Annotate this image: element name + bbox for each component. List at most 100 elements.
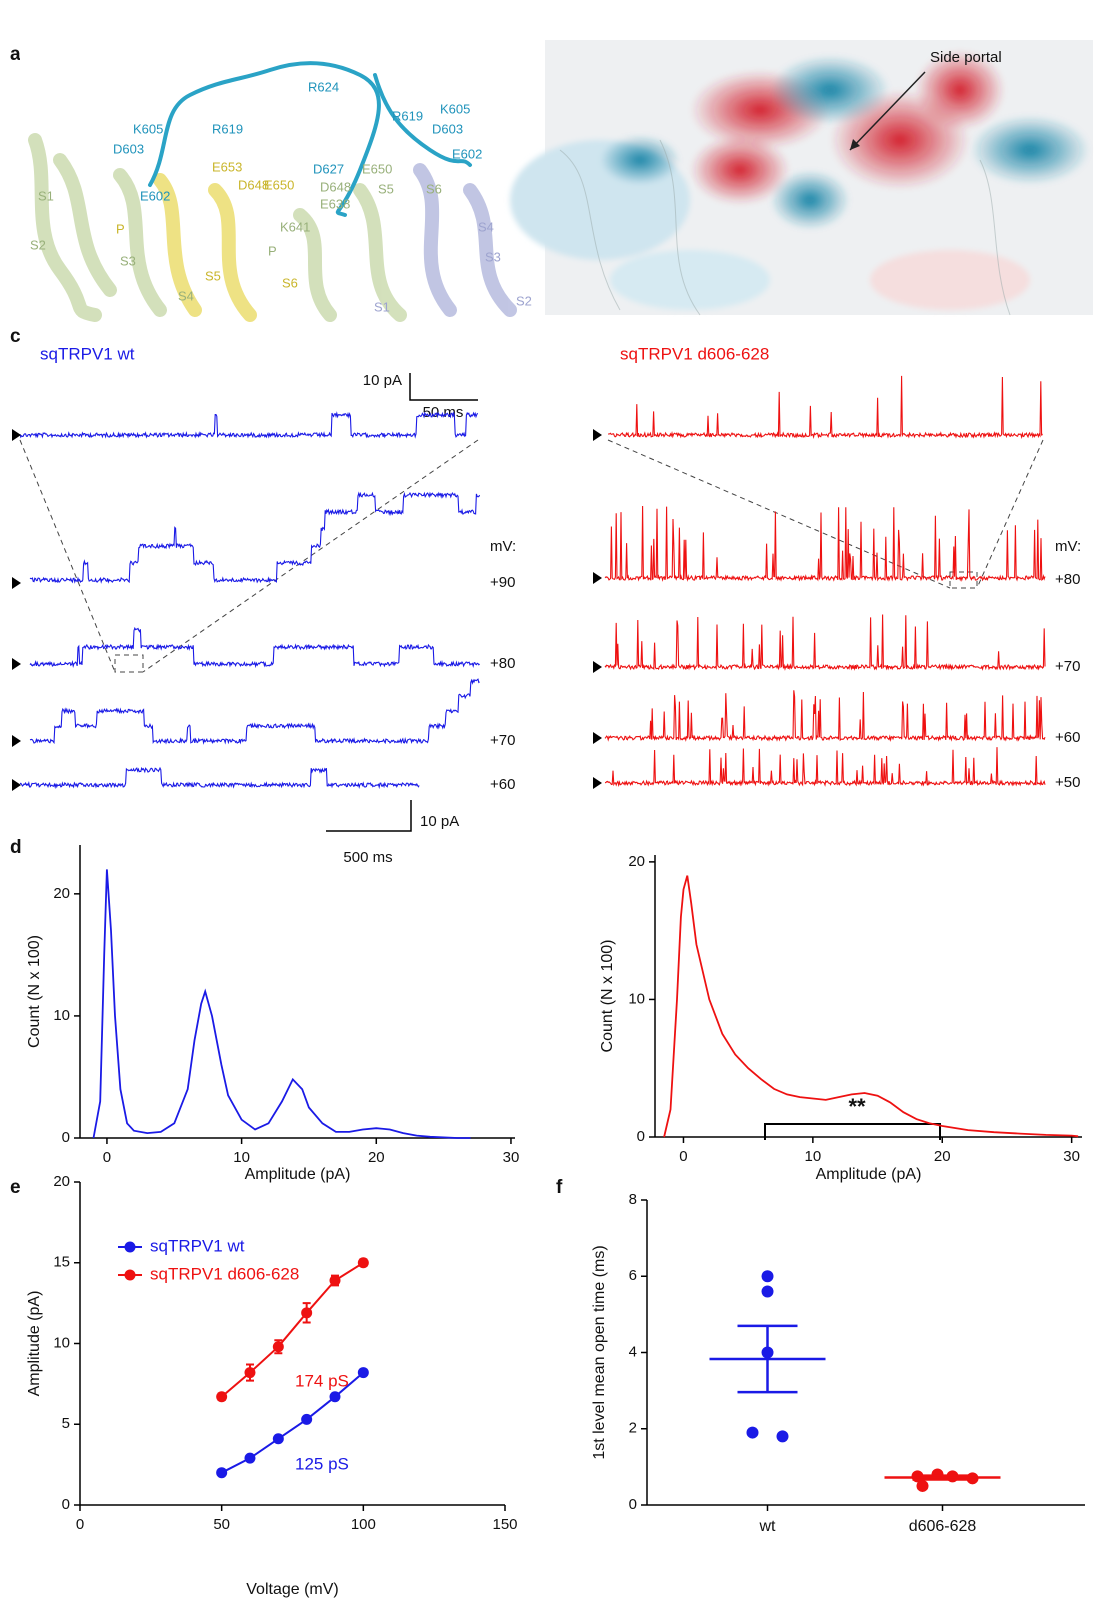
x-tick-label: 0: [103, 1149, 111, 1166]
structure-a: [20, 40, 535, 322]
residue-label: S2: [516, 293, 532, 308]
x-tick-label: 0: [76, 1516, 84, 1533]
y-tick-label: 8: [629, 1191, 637, 1208]
residue-label: S5: [205, 268, 221, 283]
x-tick-label: 20: [368, 1149, 385, 1166]
residue-label: S1: [38, 188, 54, 203]
y-tick-label: 2: [629, 1420, 637, 1437]
baseline-marker: [12, 577, 21, 589]
x-tick-label: 10: [233, 1149, 250, 1166]
residue-label: P: [268, 243, 277, 258]
x-axis-label: Amplitude (pA): [816, 1166, 922, 1183]
residue-label: E638: [320, 196, 350, 211]
legend-swatch: [124, 1241, 136, 1253]
x-tick-label: 0: [679, 1148, 687, 1165]
residue-label: E650: [362, 161, 392, 176]
x-tick-label: 10: [805, 1148, 822, 1165]
scale-bar: [409, 373, 478, 401]
residue-label: S3: [120, 253, 136, 268]
unit-label: mV:: [1055, 538, 1081, 555]
residue-label: S4: [178, 288, 194, 303]
residue-label: S3: [485, 249, 501, 264]
data-point: [329, 1391, 341, 1403]
y-tick-label: 10: [53, 1334, 70, 1351]
baseline-marker: [12, 779, 21, 791]
residue-label: D627: [313, 161, 344, 176]
residue-label: E653: [212, 159, 242, 174]
panel-label: a: [10, 44, 21, 65]
data-point: [761, 1270, 774, 1283]
y-tick-label: 0: [637, 1128, 645, 1145]
residue-label: R624: [308, 79, 339, 94]
legend-label: sqTRPV1 d606-628: [150, 1264, 299, 1283]
residue-label: S2: [30, 237, 46, 252]
y-tick-label: 15: [53, 1254, 70, 1271]
current-trace: [604, 747, 1046, 788]
data-point: [301, 1413, 313, 1425]
residue-label: R619: [212, 121, 243, 136]
data-point: [272, 1341, 284, 1353]
y-tick-label: 0: [629, 1496, 637, 1513]
residue-label: S6: [426, 181, 442, 196]
x-tick-label: 50: [213, 1516, 230, 1533]
y-axis-label: Count (N x 100): [599, 940, 616, 1053]
current-trace: [29, 491, 481, 584]
baseline-marker: [593, 777, 602, 789]
voltage-label: +80: [1055, 571, 1080, 588]
baseline-marker: [12, 735, 21, 747]
annotation: 125 pS: [295, 1454, 349, 1473]
residue-label: S4: [478, 219, 494, 234]
y-tick-label: 5: [62, 1415, 70, 1432]
baseline-marker: [593, 572, 602, 584]
data-point: [301, 1307, 313, 1319]
annotation: Side portal: [930, 49, 1002, 66]
residue-label: S6: [282, 275, 298, 290]
trace-title: sqTRPV1 wt: [40, 344, 135, 363]
zoom-lines: [19, 439, 1044, 673]
surface-b: Side portal: [510, 40, 1093, 316]
residue-label: K605: [133, 121, 163, 136]
baseline-marker: [593, 661, 602, 673]
x-tick-label: wt: [759, 1518, 777, 1535]
x-axis-label: Voltage (mV): [246, 1581, 338, 1598]
current-trace: [604, 690, 1046, 742]
sem-bar: [737, 1324, 798, 1394]
voltage-label: +70: [490, 732, 515, 749]
current-trace: [19, 410, 479, 439]
voltage-label: +70: [1055, 658, 1080, 675]
data-point: [357, 1367, 369, 1379]
current-trace: [604, 614, 1046, 671]
data-point: [329, 1275, 341, 1287]
scale-label: 500 ms: [343, 849, 392, 866]
residue-label: R619: [392, 108, 423, 123]
residue-label: P: [116, 221, 125, 236]
residue-label: E602: [140, 188, 170, 203]
voltage-label: +50: [1055, 774, 1080, 791]
x-tick-label: 30: [503, 1149, 520, 1166]
current-trace: [604, 505, 1046, 582]
data-point: [244, 1452, 256, 1464]
residue-label: S1: [374, 299, 390, 314]
y-axis-label: 1st level mean open time (ms): [591, 1245, 608, 1459]
baseline-marker: [593, 732, 602, 744]
residue-label: D648: [238, 177, 269, 192]
legend-label: sqTRPV1 wt: [150, 1236, 245, 1255]
residue-label: S5: [378, 181, 394, 196]
residue-label: K605: [440, 101, 470, 116]
panel-label: e: [10, 1177, 21, 1198]
panel-label: f: [556, 1177, 563, 1198]
data-point: [761, 1285, 774, 1298]
y-tick-label: 4: [629, 1343, 637, 1360]
baseline-marker: [12, 658, 21, 670]
x-tick-label: 20: [934, 1148, 951, 1165]
y-tick-label: 0: [62, 1496, 70, 1513]
current-trace: [608, 375, 1043, 440]
trace-title: sqTRPV1 d606-628: [620, 344, 769, 363]
y-tick-label: 20: [53, 1173, 70, 1190]
y-tick-label: 10: [628, 990, 645, 1007]
x-tick-label: 100: [351, 1516, 376, 1533]
significance-bracket: [764, 1123, 941, 1140]
significance-label: **: [848, 1094, 866, 1119]
residue-label: E602: [452, 146, 482, 161]
